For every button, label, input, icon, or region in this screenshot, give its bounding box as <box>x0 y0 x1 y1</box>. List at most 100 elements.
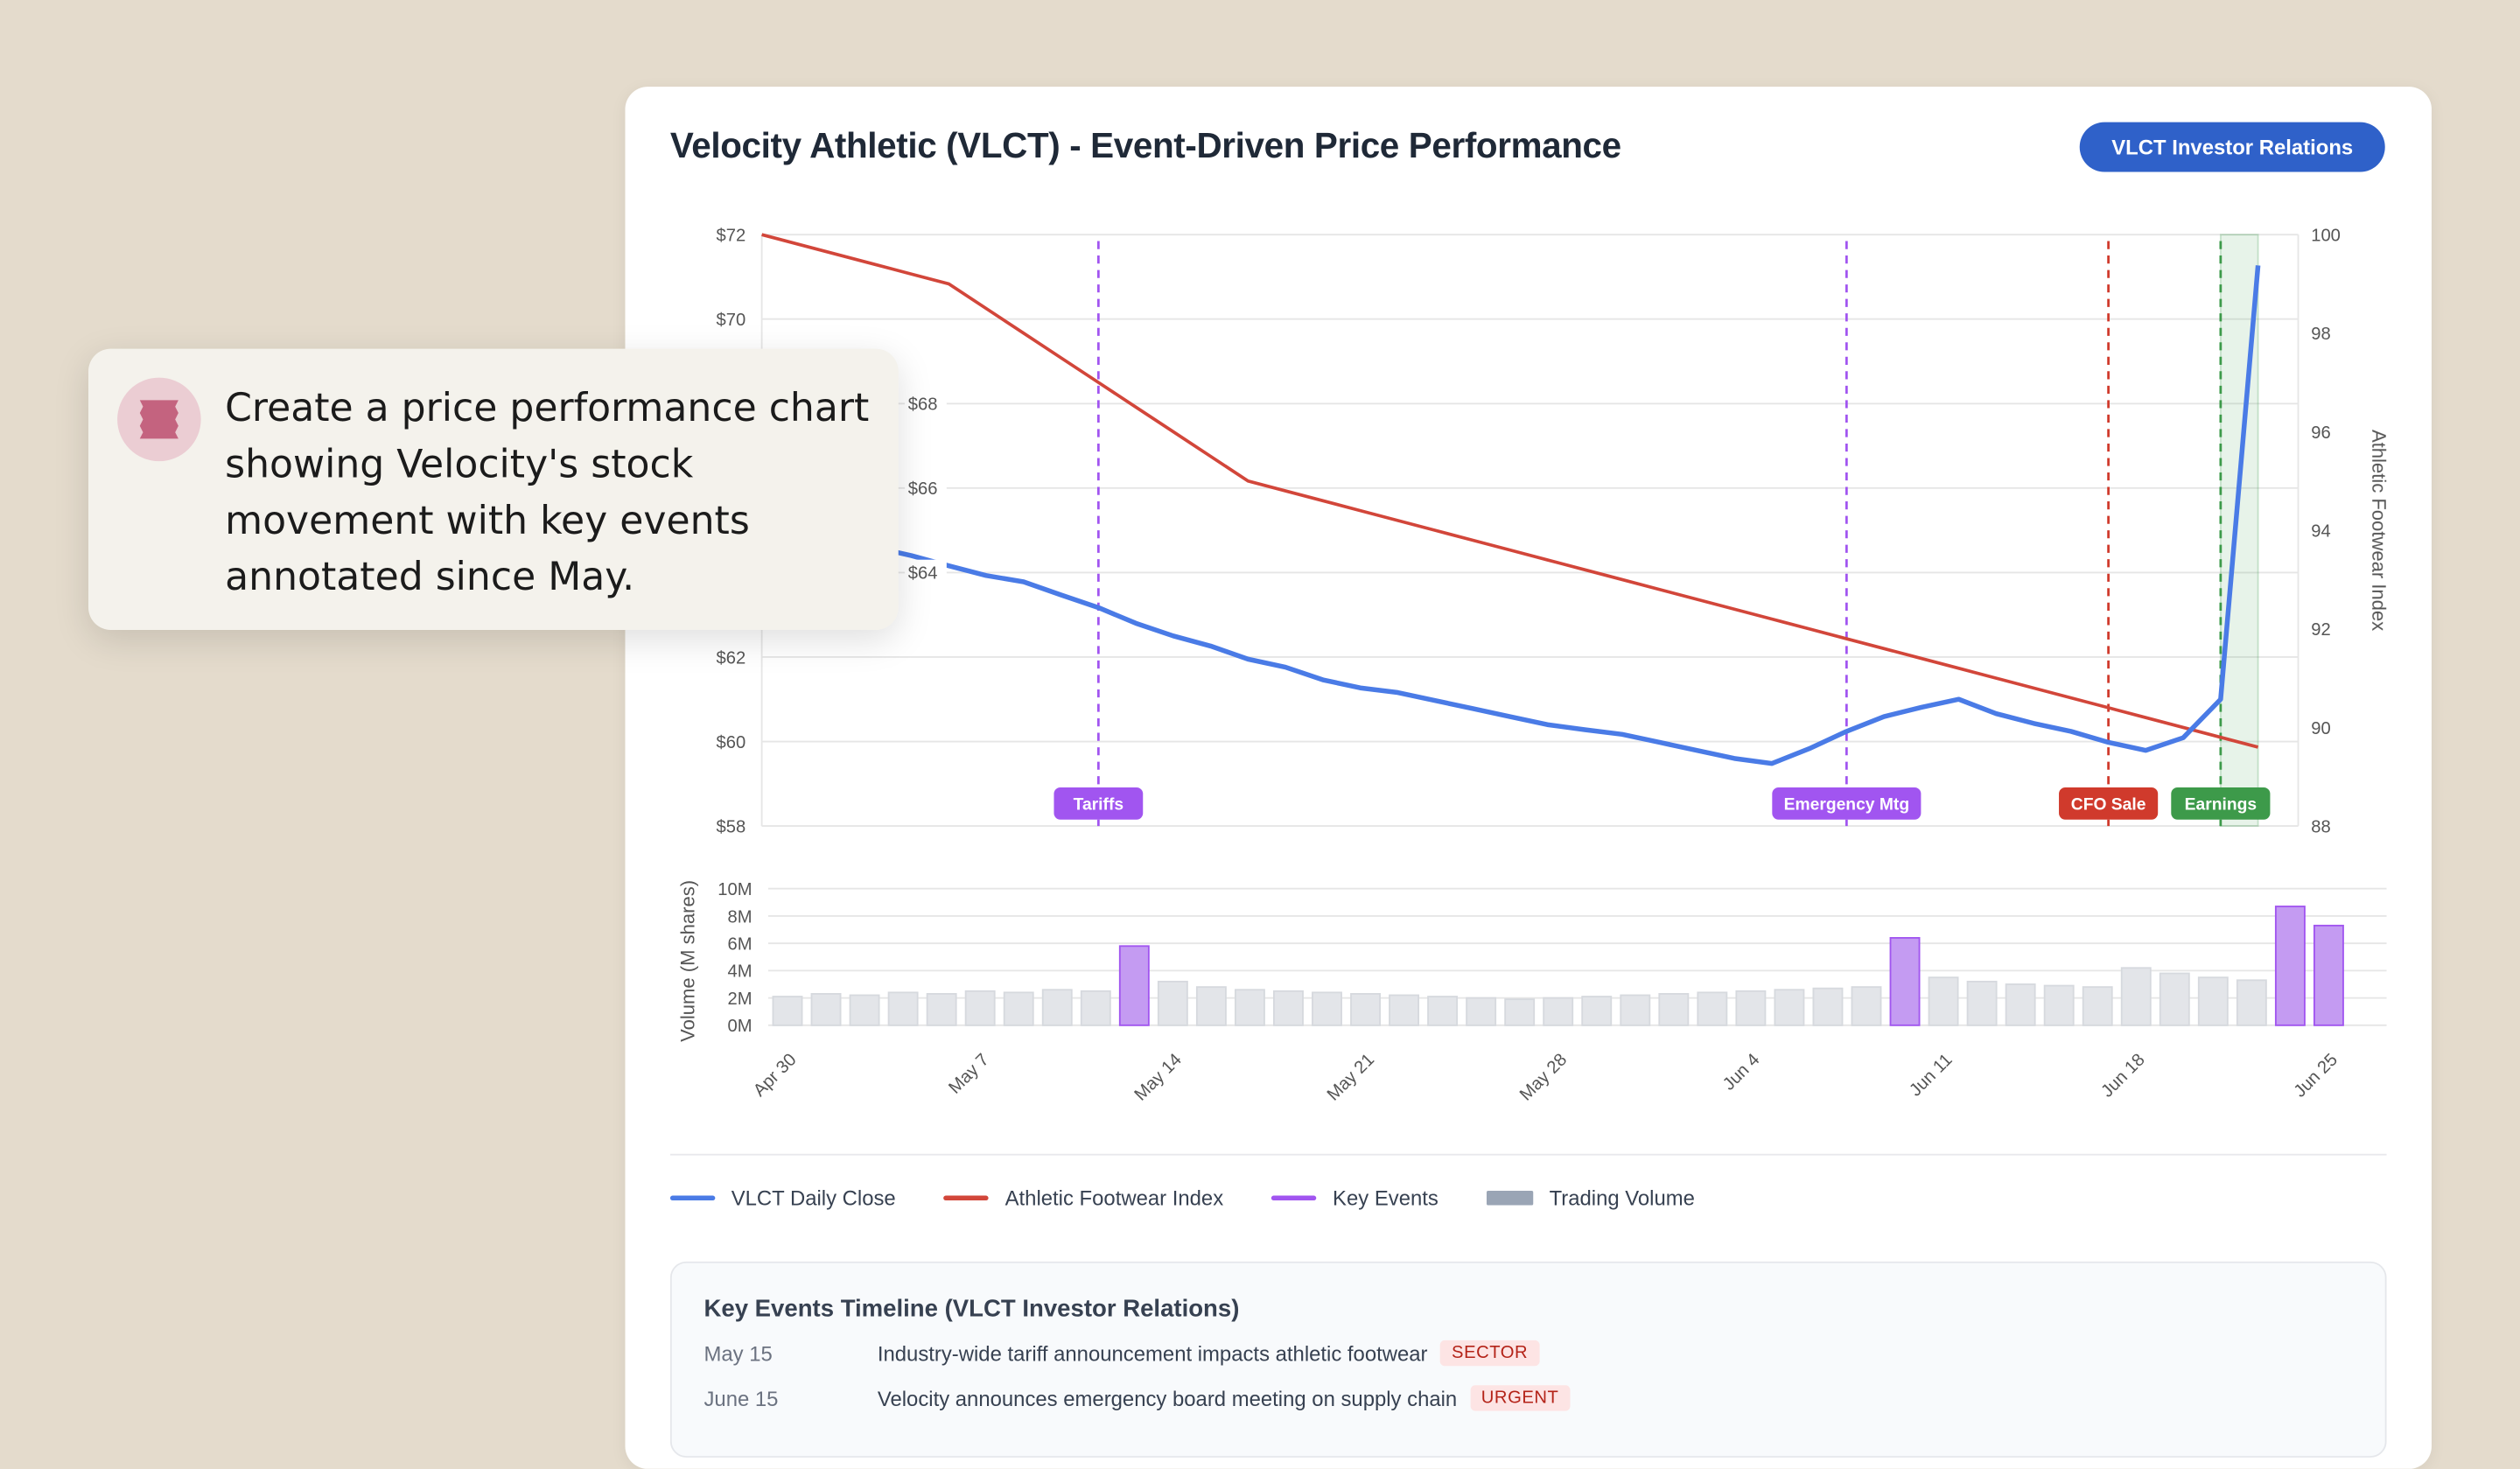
timeline-date: June 15 <box>704 1386 779 1410</box>
legend-label: Trading Volume <box>1549 1186 1695 1211</box>
volume-bar <box>1080 990 1111 1026</box>
x-tick-label: Apr 30 <box>750 1050 801 1101</box>
volume-bar <box>1658 993 1690 1026</box>
volume-bar <box>1312 991 1342 1026</box>
volume-tick-label: 6M <box>728 935 752 955</box>
stage: Velocity Athletic (VLCT) - Event-Driven … <box>88 87 2432 1469</box>
event-badge-label: CFO Sale <box>2071 796 2146 815</box>
legend-label: VLCT Daily Close <box>731 1186 896 1211</box>
x-tick-label: Jun 11 <box>1906 1050 1956 1100</box>
volume-bar <box>1195 986 1227 1026</box>
volume-bar <box>1003 991 1034 1026</box>
volume-bar <box>1851 986 1882 1026</box>
event-badge <box>2171 787 2271 820</box>
timeline-text: Industry-wide tariff announcement impact… <box>877 1340 1428 1366</box>
volume-bar <box>1889 937 1921 1026</box>
index-line <box>761 233 2259 749</box>
key-events-timeline: Key Events Timeline (VLCT Investor Relat… <box>669 1261 2387 1458</box>
timeline-text: Velocity announces emergency board meeti… <box>877 1386 1458 1410</box>
prompt-overlay: Create a price performance chart showing… <box>88 348 899 631</box>
volume-bar <box>1581 996 1613 1026</box>
page-title: Velocity Athletic (VLCT) - Event-Driven … <box>669 125 1621 166</box>
volume-bar <box>1620 994 1651 1026</box>
volume-bar <box>2236 979 2267 1026</box>
timeline-row: June 15 Velocity announces emergency boa… <box>704 1385 1571 1411</box>
event-badge-label: Earnings <box>2185 796 2257 815</box>
volume-bar <box>1543 997 1574 1026</box>
x-tick-label: May 21 <box>1324 1050 1378 1104</box>
volume-bar <box>1774 989 1805 1026</box>
volume-bar <box>1504 998 1536 1026</box>
timeline-badge: SECTOR <box>1440 1340 1540 1367</box>
event-badge-label: Emergency Mtg <box>1784 796 1909 815</box>
volume-bar <box>1118 945 1150 1026</box>
volume-bar <box>849 994 880 1026</box>
legend-swatch <box>669 1195 716 1201</box>
volume-bar <box>1427 996 1459 1026</box>
legend-label: Key Events <box>1333 1186 1438 1211</box>
volume-bar <box>2082 986 2113 1026</box>
volume-bar <box>1466 997 1497 1026</box>
left-tick-label-backing <box>905 475 947 500</box>
volume-bar <box>1966 980 1998 1026</box>
legend-item-close[interactable]: VLCT Daily Close <box>669 1186 896 1211</box>
volume-bar <box>1928 976 1959 1026</box>
volume-tick-label: 8M <box>728 907 752 927</box>
stamp-icon <box>117 377 201 462</box>
volume-bar <box>810 993 842 1026</box>
volume-bar <box>772 996 803 1026</box>
legend-swatch <box>1486 1191 1534 1206</box>
price-line <box>761 265 2261 766</box>
left-tick-label: $58 <box>717 817 746 836</box>
right-tick-label: 94 <box>2311 521 2330 541</box>
legend: VLCT Daily Close Athletic Footwear Index… <box>669 1186 1743 1211</box>
legend-item-volume[interactable]: Trading Volume <box>1486 1186 1695 1211</box>
prompt-text: Create a price performance chart showing… <box>225 385 870 600</box>
volume-tick-label: 2M <box>728 990 752 1009</box>
volume-bar <box>2313 924 2344 1026</box>
timeline-date: May 15 <box>704 1340 773 1366</box>
chart-card <box>625 87 2432 1469</box>
left-tick-label: $60 <box>717 733 746 752</box>
right-tick-label: 90 <box>2311 719 2330 738</box>
legend-divider <box>669 1153 2387 1156</box>
volume-bar <box>1350 993 1381 1026</box>
right-tick-label: 100 <box>2311 227 2341 246</box>
volume-bar <box>2043 984 2075 1026</box>
x-tick-label: Jun 18 <box>2097 1050 2148 1101</box>
left-tick-label-backing <box>905 559 947 584</box>
x-tick-label: Jun 25 <box>2291 1050 2342 1101</box>
event-badge <box>1772 787 1922 820</box>
volume-bar <box>887 991 919 1026</box>
volume-tick-label: 0M <box>728 1017 752 1036</box>
right-tick-label: 88 <box>2311 817 2330 836</box>
legend-item-events[interactable]: Key Events <box>1271 1186 1438 1211</box>
volume-bar <box>1041 989 1073 1026</box>
volume-tick-label: 4M <box>728 962 752 982</box>
volume-bar <box>964 990 996 1026</box>
x-tick-label: May 28 <box>1516 1050 1571 1104</box>
event-badge-label: Tariffs <box>1074 796 1124 815</box>
left-tick-label: $62 <box>717 648 746 668</box>
x-tick-label: May 14 <box>1131 1050 1186 1104</box>
investor-relations-button[interactable]: VLCT Investor Relations <box>2079 122 2385 172</box>
legend-item-index[interactable]: Athletic Footwear Index <box>943 1186 1224 1211</box>
timeline-row: May 15 Industry-wide tariff announcement… <box>704 1340 1540 1367</box>
left-tick-label: $66 <box>908 479 938 499</box>
right-tick-label: 92 <box>2311 620 2330 640</box>
volume-bar <box>1234 989 1265 1026</box>
volume-bar <box>1812 987 1844 1026</box>
volume-bar <box>2274 906 2306 1026</box>
volume-bar <box>1697 991 1728 1026</box>
left-tick-label-backing <box>905 390 947 416</box>
legend-swatch <box>943 1195 990 1201</box>
volume-bar <box>2159 972 2190 1026</box>
left-tick-label: $68 <box>908 395 938 415</box>
left-tick-label: $72 <box>717 227 746 246</box>
legend-label: Athletic Footwear Index <box>1004 1186 1224 1211</box>
legend-swatch <box>1271 1195 1317 1201</box>
volume-bar <box>2005 983 2036 1026</box>
volume-bar <box>2120 967 2152 1026</box>
x-tick-label: May 7 <box>945 1050 992 1097</box>
charts: $58 $60 $62 $70 $72 88 90 92 94 96 98 100 Athletic F… <box>676 227 2390 1105</box>
